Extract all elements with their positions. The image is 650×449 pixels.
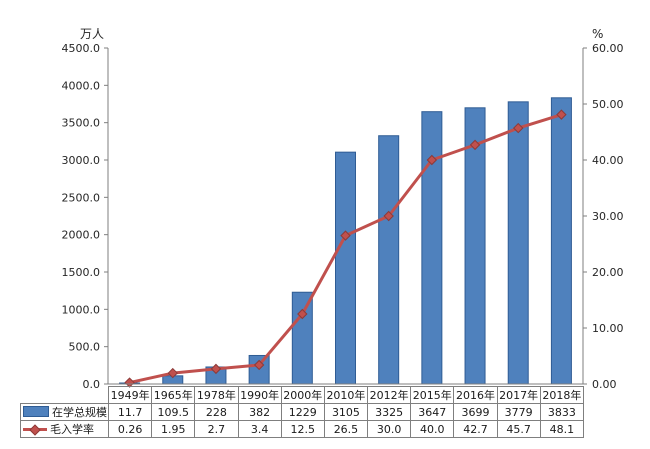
right-axis-tick-label: 20.00: [592, 266, 624, 279]
bar-value-cell: 3833: [539, 403, 585, 421]
left-axis-tick-label: 2000.0: [62, 229, 101, 242]
right-axis-tick-label: 0.00: [592, 378, 617, 391]
year-cell: 2017年: [496, 386, 541, 404]
line-series-row: 毛入学率 0.26 1.95 2.7 3.4 12.5 26.5 30.0 40.0 42.7 4…: [20, 420, 585, 438]
right-axis-tick-label: 50.00: [592, 98, 624, 111]
year-cell: 2018年: [539, 386, 585, 404]
line-marker-diamond-icon: [556, 109, 567, 120]
bar-value-cell: 228: [194, 403, 239, 421]
year-cell: 2015年: [410, 386, 455, 404]
line-value-cell: 12.5: [280, 420, 325, 438]
year-cell: 2016年: [453, 386, 498, 404]
left-axis-tick-label: 2500.0: [62, 191, 101, 204]
right-axis-unit-label: %: [592, 27, 603, 41]
line-marker-diamond-icon: [297, 308, 308, 320]
line-value-cell: 26.5: [323, 420, 369, 438]
left-axis-tick-label: 1500.0: [62, 266, 101, 279]
line-marker-diamond-icon: [253, 359, 265, 371]
right-axis-tick-label: 30.00: [592, 210, 624, 223]
left-axis-tick-label: 0.0: [83, 378, 101, 391]
bar: [550, 97, 572, 385]
bar-value-cell: 3779: [496, 403, 541, 421]
bar-value-cell: 1229: [280, 403, 325, 421]
line-marker-diamond-icon: [383, 210, 394, 222]
chart-data-table: 1949年 1965年 1978年 1990年 2000年 2010年 2012年 2015年…: [20, 386, 585, 438]
line-value-cell: 0.26: [107, 420, 153, 438]
line-marker-diamond-icon: [513, 122, 524, 134]
line-marker-diamond-icon: [340, 230, 351, 241]
bar-value-cell: 3699: [453, 403, 498, 421]
line-value-cell: 42.7: [453, 420, 498, 438]
bar-value-cell: 11.7: [107, 403, 153, 421]
right-axis-tick-label: 40.00: [592, 154, 624, 167]
bar: [291, 291, 313, 385]
line-value-cell: 1.95: [151, 420, 196, 438]
bar-legend-swatch-icon: [23, 406, 49, 417]
year-cell: 1990年: [237, 386, 282, 404]
line-value-cell: 40.0: [410, 420, 455, 438]
table-corner-spacer: [21, 387, 109, 404]
bar: [335, 151, 356, 385]
years-row: 1949年 1965年 1978年 1990年 2000年 2010年 2012年 2015年…: [21, 386, 585, 404]
line-marker-diamond-icon: [167, 367, 178, 379]
year-cell: 2012年: [367, 386, 412, 404]
right-axis-tick-label: 10.00: [592, 322, 624, 335]
line-value-cell: 48.1: [539, 420, 585, 438]
year-cell: 1965年: [151, 386, 196, 404]
bar: [421, 111, 443, 385]
bar: [378, 135, 400, 385]
line-legend-diamond-icon: [29, 424, 41, 436]
year-cell: 2000年: [280, 386, 325, 404]
year-cell: 2010年: [323, 386, 369, 404]
bar-value-cell: 3647: [410, 403, 455, 421]
bar-value-cell: 3105: [323, 403, 369, 421]
bar-value-cell: 109.5: [151, 403, 196, 421]
bar-value-cell: 382: [237, 403, 282, 421]
left-axis-tick-label: 3000.0: [62, 154, 101, 167]
bar-series-header: 在学总规模: [20, 403, 109, 421]
year-cell: 1978年: [194, 386, 239, 404]
line-value-cell: 2.7: [194, 420, 239, 438]
left-axis-unit-label: 万人: [80, 27, 104, 41]
line-marker-diamond-icon: [426, 154, 438, 166]
bar: [507, 101, 529, 385]
line-value-cell: 45.7: [496, 420, 541, 438]
line-value-cell: 30.0: [367, 420, 412, 438]
line-legend-swatch-icon: [23, 424, 47, 436]
right-axis-tick-label: 60.00: [592, 42, 624, 55]
bar-value-cell: 3325: [367, 403, 412, 421]
line-series-label: 毛入学率: [50, 423, 94, 436]
left-axis-tick-label: 500.0: [69, 341, 101, 354]
line-series-header: 毛入学率: [20, 420, 109, 438]
year-cell: 1949年: [107, 386, 153, 404]
bar-series-row: 在学总规模 11.7 109.5 228 382 1229 3105 3325 3647 369…: [20, 403, 585, 421]
left-axis-tick-label: 4000.0: [62, 79, 101, 92]
left-axis-tick-label: 3500.0: [62, 117, 101, 130]
line-marker-diamond-icon: [210, 363, 222, 375]
bar-series-label: 在学总规模: [52, 406, 107, 419]
line-value-cell: 3.4: [237, 420, 282, 438]
line-marker-diamond-icon: [469, 139, 481, 151]
left-axis-tick-label: 4500.0: [62, 42, 101, 55]
left-axis-tick-label: 1000.0: [62, 303, 101, 316]
